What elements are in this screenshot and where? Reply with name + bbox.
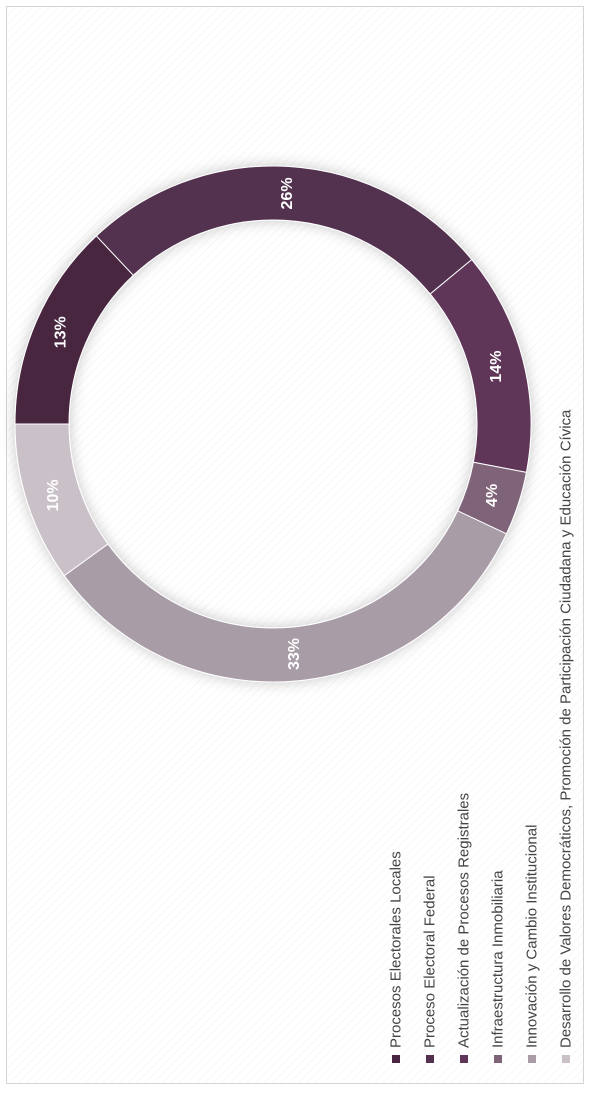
donut-slices	[14, 165, 532, 683]
slice-label-innovacion-y-cambio-institucional: 33%	[286, 638, 303, 670]
legend-item-desarrollo-de-valores-democraticos-promocion-de-participacion-ciudadana-y-educacion-civica: Desarrollo de Valores Democráticos, Prom…	[558, 409, 575, 1063]
legend-swatch	[460, 1055, 468, 1063]
legend-item-actualizacion-de-procesos-registrales: Actualización de Procesos Registrales	[456, 793, 473, 1063]
slice-innovacion-y-cambio-institucional	[63, 510, 508, 683]
slice-label-proceso-electoral-federal: 26%	[279, 177, 296, 209]
legend-label: Procesos Electorales Locales	[388, 851, 405, 1048]
legend-item-infraestructura-inmobiliaria: Infraestructura Inmobiliaria	[490, 870, 507, 1063]
legend-label: Proceso Electoral Federal	[422, 875, 439, 1048]
legend-swatch	[494, 1055, 502, 1063]
legend-item-procesos-electorales-locales: Procesos Electorales Locales	[388, 851, 405, 1063]
slice-label-desarrollo-de-valores-democraticos-promocion-de-participacion-ciudadana-y-educacion-civica: 10%	[45, 479, 62, 511]
legend-label: Innovación y Cambio Institucional	[524, 825, 541, 1048]
slice-desarrollo-de-valores-democraticos-promocion-de-participacion-ciudadana-y-educacion-civica	[14, 423, 109, 577]
legend-label: Actualización de Procesos Registrales	[456, 793, 473, 1048]
legend-swatch	[392, 1055, 400, 1063]
slice-procesos-electorales-locales	[14, 235, 135, 425]
slice-label-actualizacion-de-procesos-registrales: 14%	[488, 351, 505, 383]
slice-actualizacion-de-procesos-registrales	[429, 258, 532, 473]
legend-item-innovacion-y-cambio-institucional: Innovación y Cambio Institucional	[524, 825, 541, 1063]
legend-swatch	[562, 1055, 570, 1063]
slice-labels: 13% 26% 14% 4% 33% 10%	[45, 177, 505, 670]
legend: Procesos Electorales Locales Proceso Elec…	[388, 409, 575, 1063]
slice-label-procesos-electorales-locales: 13%	[52, 316, 69, 348]
legend-label: Desarrollo de Valores Democráticos, Prom…	[558, 409, 575, 1048]
legend-item-proceso-electoral-federal: Proceso Electoral Federal	[422, 875, 439, 1063]
legend-label: Infraestructura Inmobiliaria	[490, 870, 507, 1048]
slice-label-infraestructura-inmobiliaria: 4%	[484, 484, 501, 507]
legend-swatch	[426, 1055, 434, 1063]
legend-swatch	[528, 1055, 536, 1063]
